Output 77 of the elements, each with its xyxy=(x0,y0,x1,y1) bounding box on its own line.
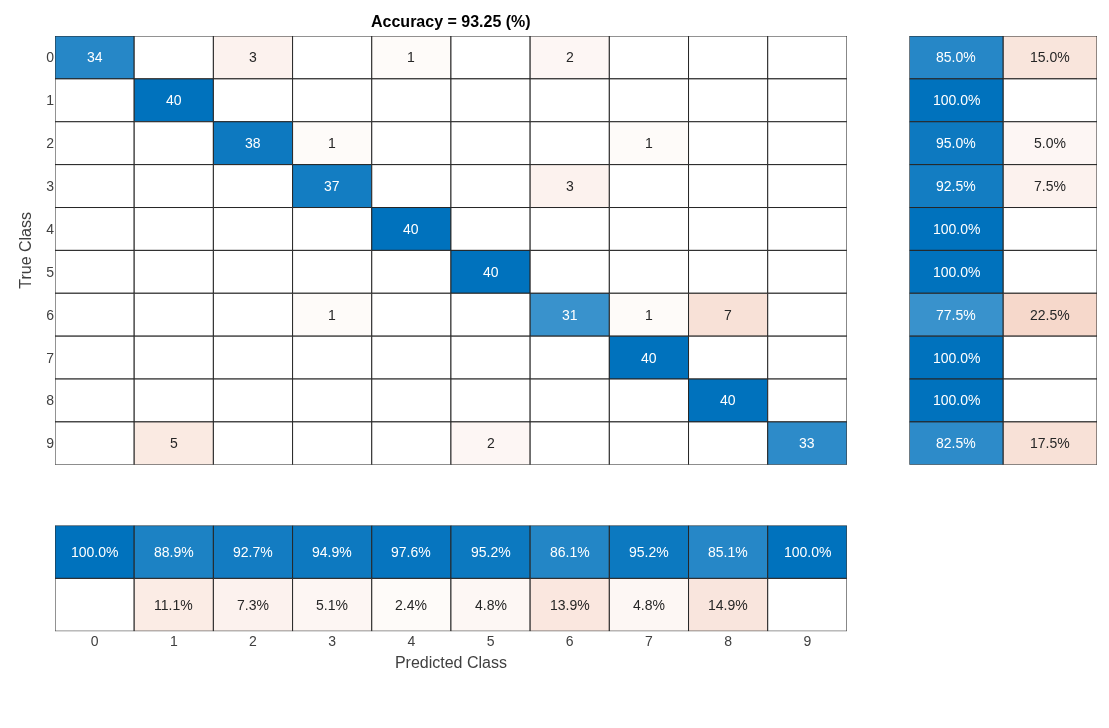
data-label: 3 xyxy=(249,49,257,65)
chart-title: Accuracy = 93.25 (%) xyxy=(371,13,531,30)
data-label: 5 xyxy=(170,435,178,451)
data-label: 40 xyxy=(641,350,657,366)
y-tick-label: 3 xyxy=(46,177,55,194)
x-tick-label: 8 xyxy=(724,633,733,650)
data-label: 2 xyxy=(487,435,495,451)
data-label: 97.6% xyxy=(391,544,431,560)
data-label: 2.4% xyxy=(395,597,427,613)
data-label: 33 xyxy=(799,435,815,451)
y-tick-label: 6 xyxy=(46,306,55,323)
x-tick-label: 7 xyxy=(645,633,654,650)
data-label: 7 xyxy=(724,307,732,323)
data-label: 34 xyxy=(87,49,103,65)
data-label: 100.0% xyxy=(933,350,981,366)
data-label: 94.9% xyxy=(312,544,352,560)
data-label: 100.0% xyxy=(71,544,119,560)
data-label: 4.8% xyxy=(633,597,665,613)
data-label: 100.0% xyxy=(933,392,981,408)
x-tick-label: 4 xyxy=(407,633,416,650)
y-tick-label: 0 xyxy=(46,49,55,66)
data-label: 37 xyxy=(324,178,340,194)
data-label: 7.5% xyxy=(1034,178,1066,194)
data-label: 5.1% xyxy=(316,597,348,613)
data-label: 85.0% xyxy=(936,49,976,65)
data-label: 86.1% xyxy=(550,544,590,560)
y-axis-title: True Class xyxy=(17,212,35,289)
y-tick-label: 9 xyxy=(46,435,55,452)
data-label: 31 xyxy=(562,307,578,323)
data-label: 17.5% xyxy=(1030,435,1070,451)
x-tick-label: 0 xyxy=(90,633,99,650)
y-tick-label: 8 xyxy=(46,392,55,409)
x-tick-label: 6 xyxy=(565,633,574,650)
data-label: 38 xyxy=(245,135,261,151)
x-tick-label: 3 xyxy=(328,633,337,650)
data-label: 92.5% xyxy=(936,178,976,194)
y-tick-label: 7 xyxy=(46,349,55,366)
data-label: 1 xyxy=(328,135,336,151)
data-label: 92.7% xyxy=(233,544,273,560)
data-label: 5.0% xyxy=(1034,135,1066,151)
data-label: 100.0% xyxy=(784,544,832,560)
x-tick-label: 5 xyxy=(486,633,495,650)
data-label: 11.1% xyxy=(154,597,193,613)
data-label: 40 xyxy=(720,392,736,408)
data-label: 4.8% xyxy=(475,597,507,613)
data-label: 100.0% xyxy=(933,264,981,280)
data-label: 85.1% xyxy=(708,544,748,560)
y-tick-label: 5 xyxy=(46,263,55,280)
data-label: 2 xyxy=(566,49,574,65)
x-axis-title: Predicted Class xyxy=(394,653,507,671)
data-label: 7.3% xyxy=(237,597,269,613)
data-label: 95.0% xyxy=(936,135,976,151)
y-tick-label: 1 xyxy=(46,92,55,109)
data-label: 95.2% xyxy=(629,544,669,560)
data-label: 15.0% xyxy=(1030,49,1070,65)
data-label: 3 xyxy=(566,178,574,194)
data-label: 100.0% xyxy=(933,92,981,108)
x-tick-label: 2 xyxy=(249,633,258,650)
data-label: 40 xyxy=(483,264,499,280)
data-label: 22.5% xyxy=(1030,307,1070,323)
data-label: 88.9% xyxy=(154,544,194,560)
data-label: 1 xyxy=(645,307,653,323)
data-label: 1 xyxy=(407,49,415,65)
y-tick-label: 2 xyxy=(46,135,55,152)
data-label: 95.2% xyxy=(471,544,511,560)
data-label: 1 xyxy=(328,307,336,323)
data-label: 100.0% xyxy=(933,221,981,237)
data-label: 13.9% xyxy=(550,597,590,613)
x-tick-label: 1 xyxy=(169,633,178,650)
data-label: 14.9% xyxy=(708,597,748,613)
x-tick-label: 9 xyxy=(803,633,812,650)
data-label: 40 xyxy=(403,221,419,237)
y-tick-label: 4 xyxy=(46,220,55,237)
data-label: 82.5% xyxy=(936,435,976,451)
data-label: 77.5% xyxy=(936,307,976,323)
data-label: 1 xyxy=(645,135,653,151)
data-label: 40 xyxy=(166,92,182,108)
